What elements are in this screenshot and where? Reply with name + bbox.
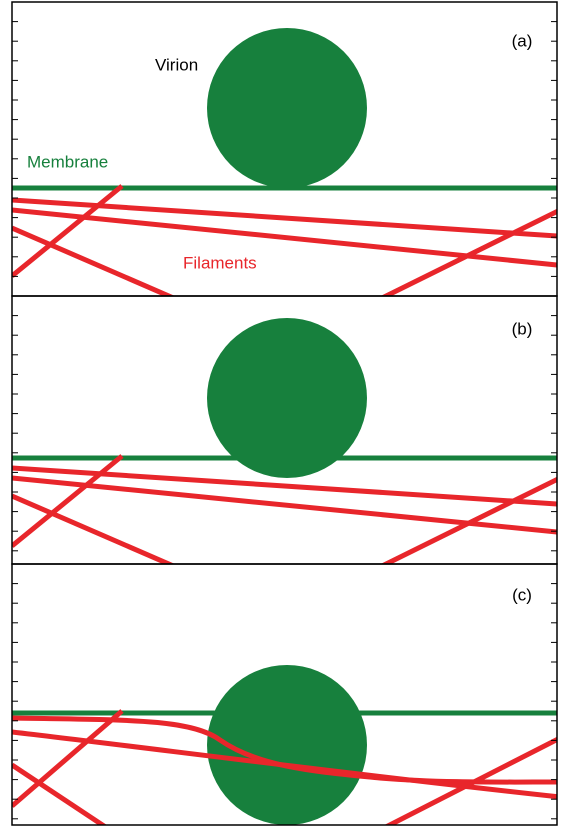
filament [12, 711, 122, 806]
filament [12, 496, 178, 568]
membrane-label: Membrane [27, 152, 108, 171]
filament [12, 228, 178, 300]
panel-label: (a) [512, 31, 533, 50]
panel-label: (b) [512, 319, 533, 338]
filaments-label: Filaments [183, 253, 257, 272]
virion [207, 318, 367, 478]
panel-b [12, 318, 560, 568]
virion-label: Virion [155, 55, 198, 74]
panel-label: (c) [512, 585, 532, 604]
panel-c [12, 665, 560, 827]
figure: (a) Virion Membrane Filaments (b) (c) [0, 0, 563, 827]
virion [207, 28, 367, 188]
